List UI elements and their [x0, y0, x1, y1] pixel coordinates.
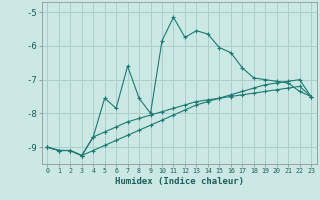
X-axis label: Humidex (Indice chaleur): Humidex (Indice chaleur) — [115, 177, 244, 186]
